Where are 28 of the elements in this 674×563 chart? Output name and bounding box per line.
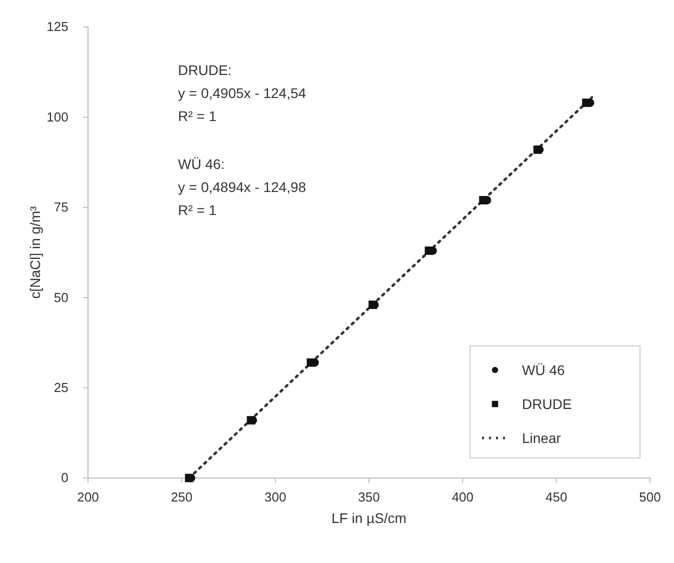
y-tick-label: 25	[54, 380, 68, 395]
annotation: y = 0,4894x - 124,98	[178, 179, 306, 195]
x-tick-label: 250	[170, 490, 193, 505]
y-tick-label: 0	[61, 470, 68, 486]
legend-label: DRUDE	[522, 396, 572, 412]
point	[479, 196, 488, 204]
y-tick-label: 75	[54, 200, 68, 215]
legend-label: WÜ 46	[522, 362, 565, 378]
annotation: R² = 1	[178, 108, 217, 124]
point	[582, 98, 590, 107]
x-tick-label: 300	[264, 490, 286, 505]
x-tick-label: 200	[77, 490, 99, 505]
annotation: DRUDE:	[178, 62, 232, 78]
annotation: WÜ 46:	[178, 156, 225, 172]
legend-label: Linear	[522, 430, 562, 446]
y-tick-label: 50	[54, 290, 68, 305]
y-tick-label: 125	[46, 19, 68, 34]
x-tick-label: 350	[358, 490, 380, 505]
point	[306, 358, 316, 367]
annotation: y = 0,4905x - 124,54	[178, 85, 306, 101]
x-tick-label: 500	[639, 490, 661, 505]
x-axis-title: LF in µS/cm	[332, 510, 406, 526]
x-tick-label: 450	[545, 490, 568, 505]
x-tick-label: 400	[452, 490, 474, 505]
y-axis-title: c[NaCl] in g/m³	[27, 206, 43, 299]
annotation: R² = 1	[178, 202, 217, 218]
y-tick-label: 100	[46, 109, 68, 124]
point	[424, 246, 434, 255]
